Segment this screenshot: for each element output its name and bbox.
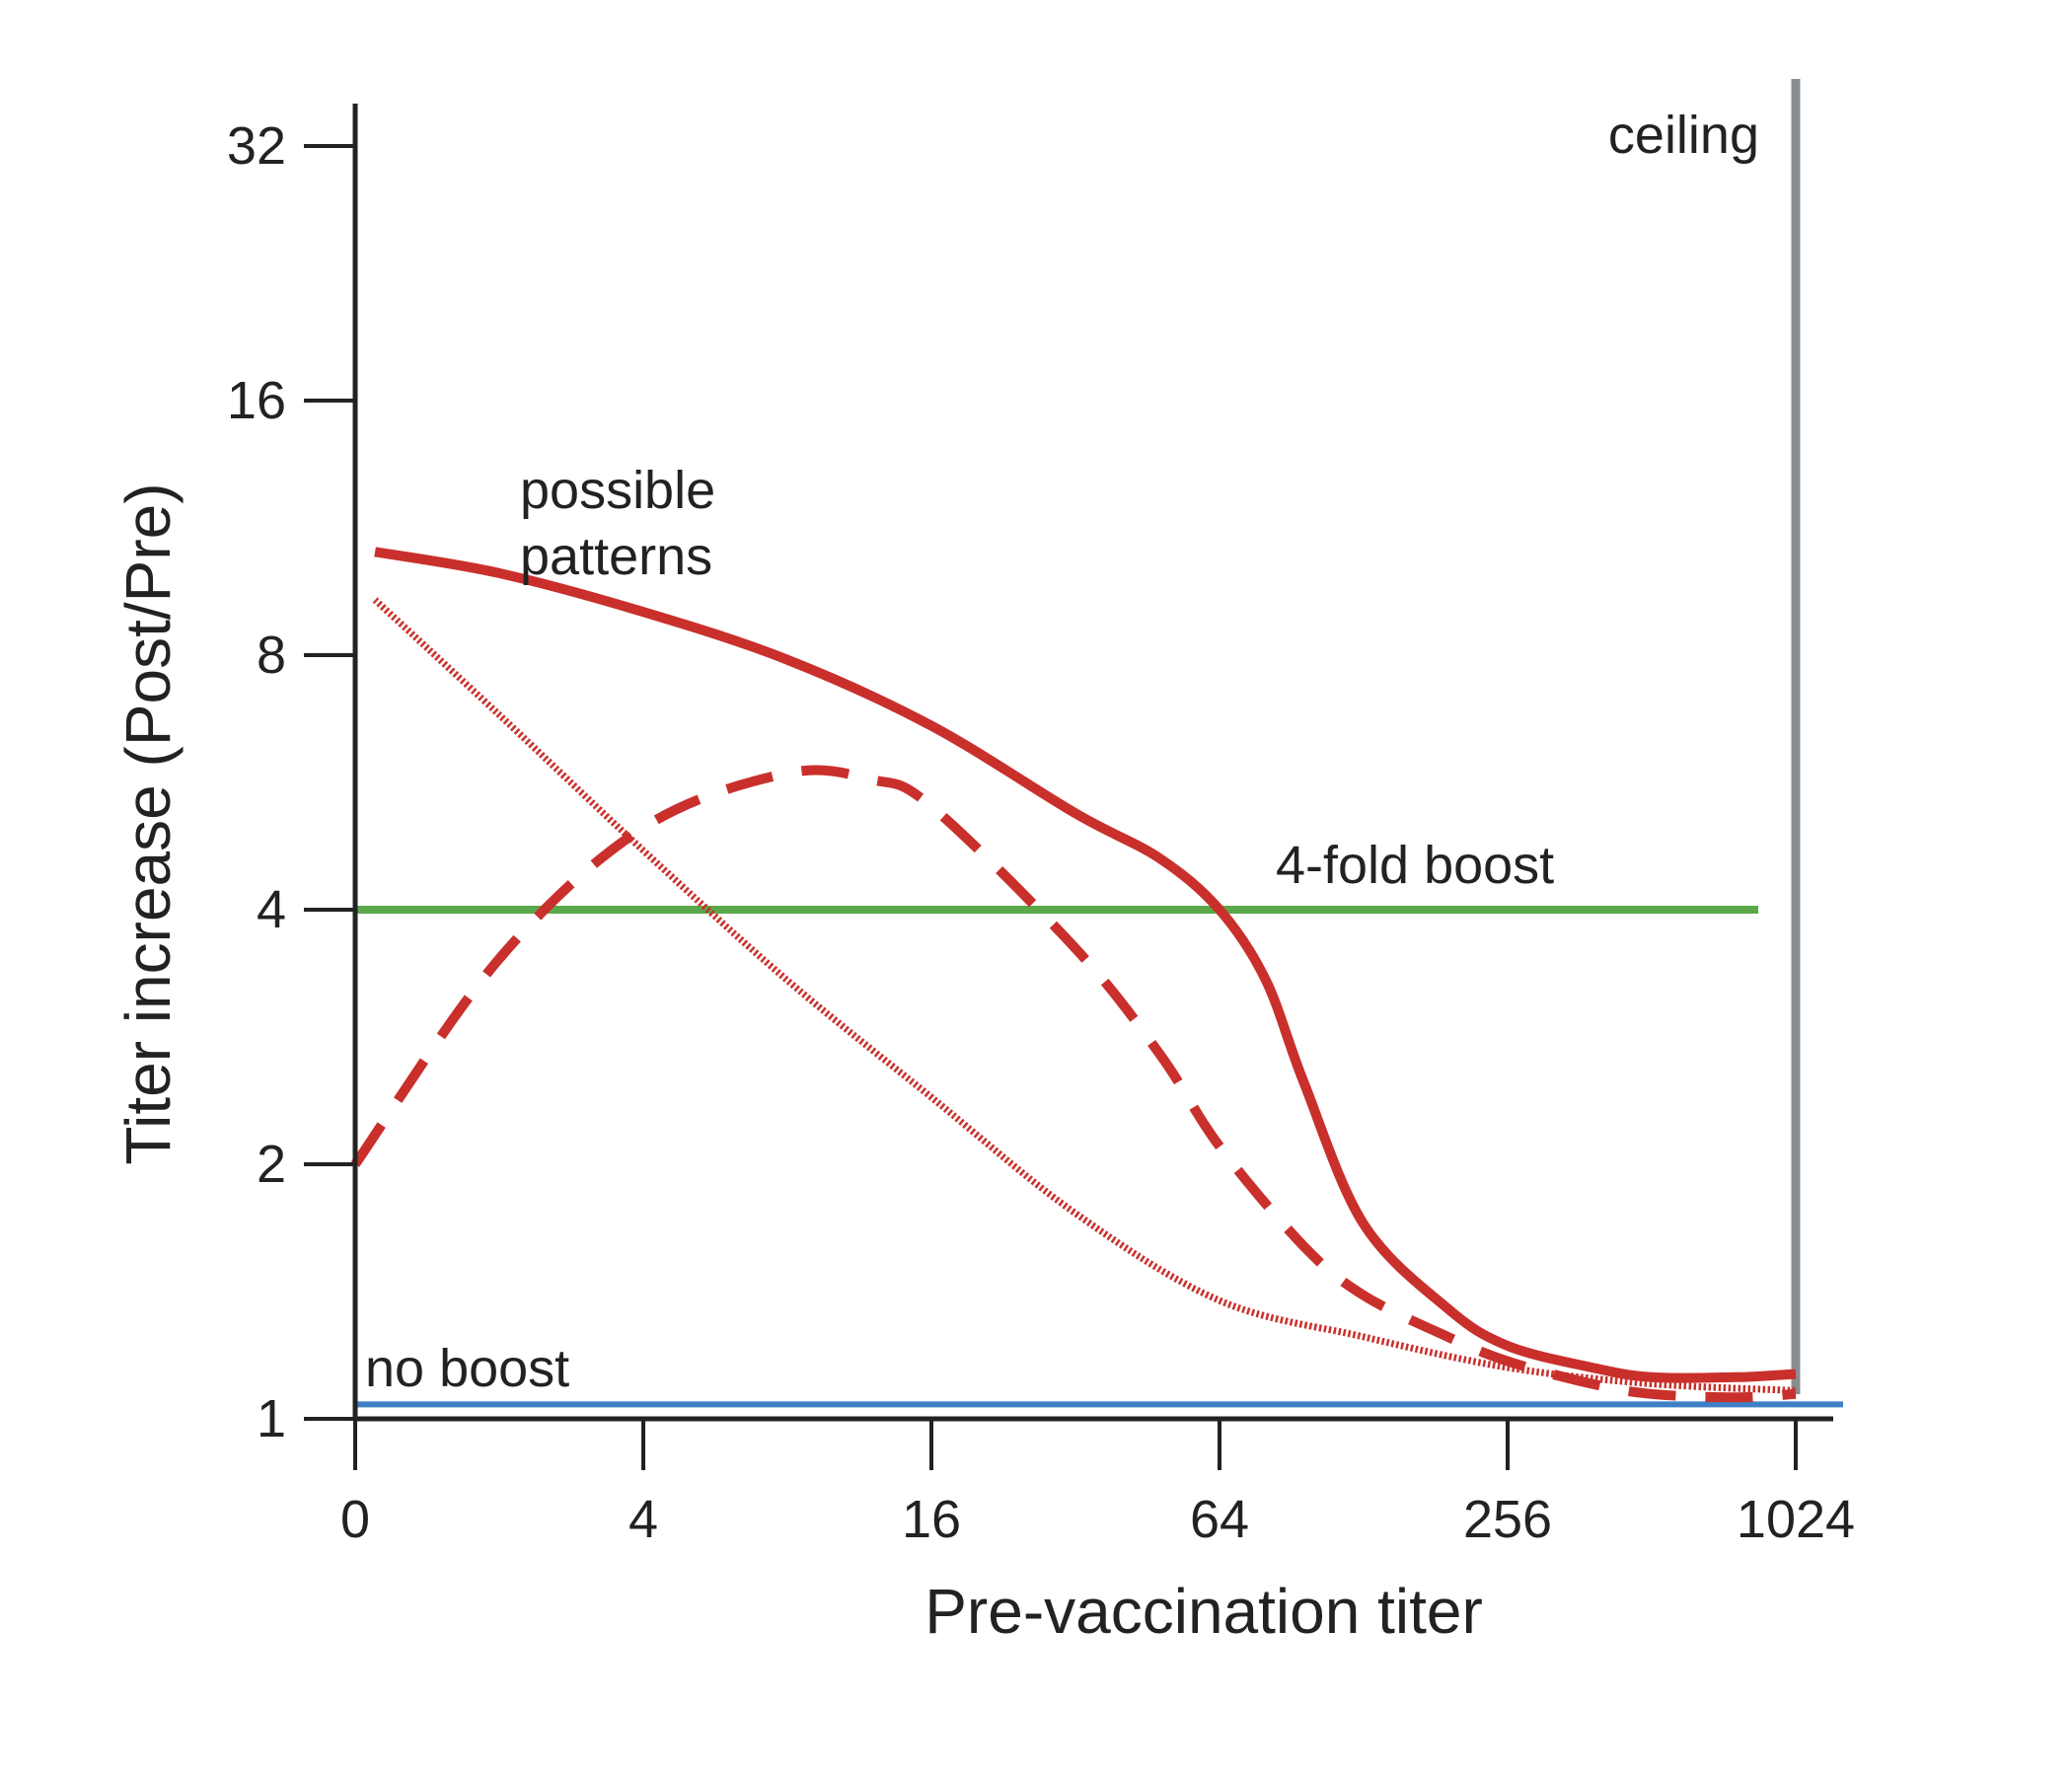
x-tick-label-4: 256 (1463, 1490, 1552, 1549)
y-tick-label-2: 4 (257, 880, 286, 939)
x-tick-label-2: 16 (902, 1490, 961, 1549)
no-boost-label: no boost (365, 1339, 569, 1398)
annotation-possible-patterns-line2: patterns (520, 527, 712, 586)
y-tick-label-0: 1 (257, 1389, 286, 1448)
y-tick-label-3: 8 (257, 626, 286, 685)
x-tick-label-5: 1024 (1737, 1490, 1855, 1549)
series-line-solid (374, 547, 1797, 1383)
y-axis-title: Titer increase (Post/Pre) (112, 482, 184, 1164)
series-lines (350, 547, 1797, 1403)
y-tick-label-4: 16 (227, 371, 286, 430)
series-line-dotted (372, 597, 1797, 1394)
x-axis-title: Pre-vaccination titer (925, 1576, 1483, 1647)
y-tick-label-5: 32 (227, 116, 286, 176)
ceiling-label: ceiling (1608, 106, 1759, 165)
series-line-dashed (350, 765, 1797, 1403)
four-fold-boost-label: 4-fold boost (1276, 836, 1554, 895)
axes (352, 104, 1833, 1422)
x-tick-label-3: 64 (1190, 1490, 1249, 1549)
x-tick-label-1: 4 (629, 1490, 658, 1549)
ticks: 1 2 4 8 16 32 0 4 16 64 256 1024 (227, 116, 1855, 1549)
x-tick-label-0: 0 (340, 1490, 370, 1549)
reference-lines (355, 79, 1843, 1408)
y-tick-label-1: 2 (257, 1135, 286, 1194)
annotation-possible-patterns-line1: possible (520, 461, 715, 520)
